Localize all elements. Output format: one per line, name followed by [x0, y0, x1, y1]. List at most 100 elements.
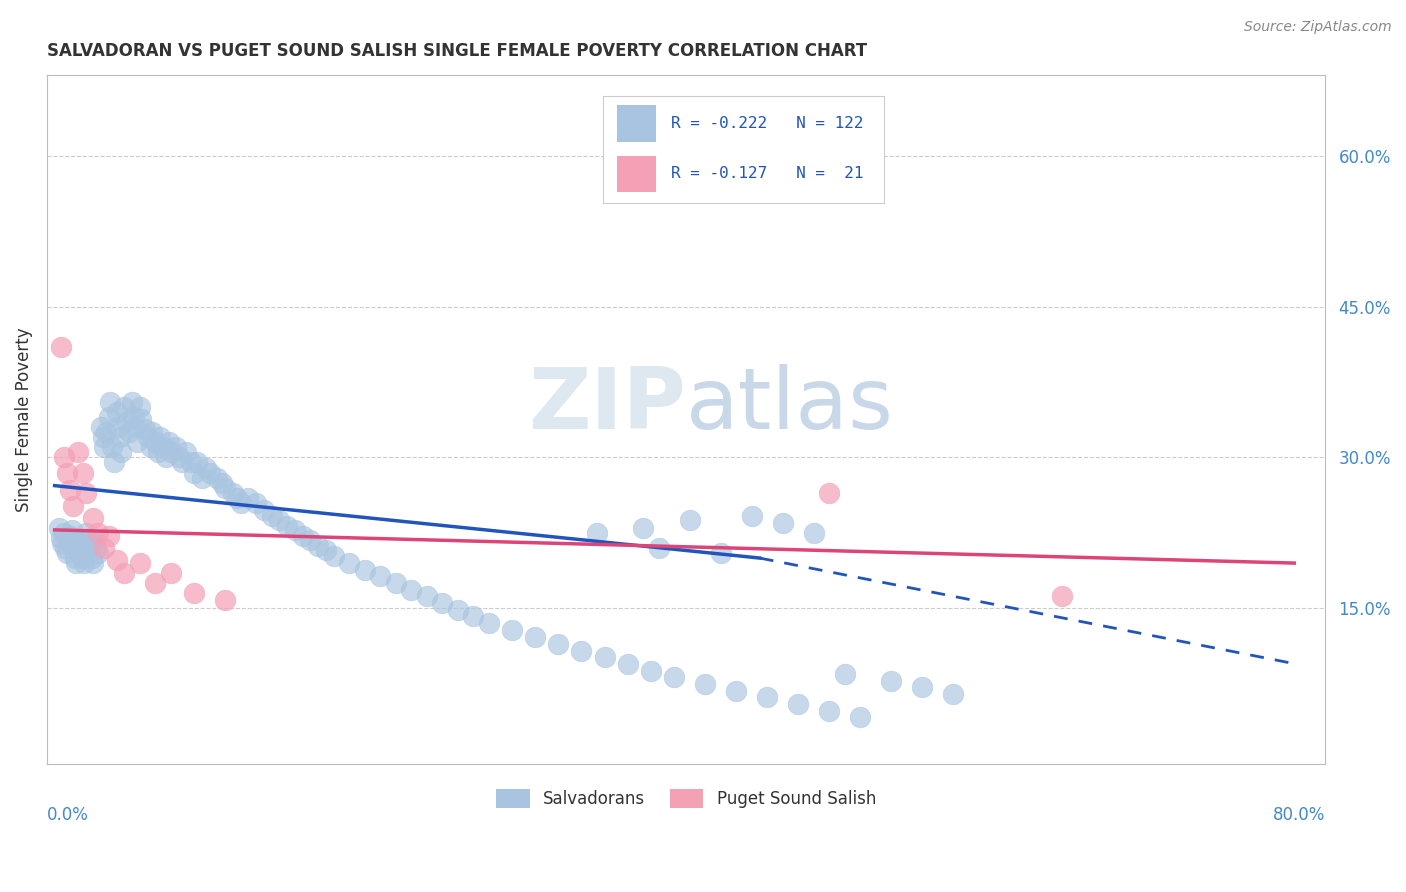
Point [547, 636, 569, 650]
Point [160, 566, 183, 581]
Point [787, 697, 810, 711]
Point [149, 430, 172, 444]
Text: 80.0%: 80.0% [1272, 805, 1326, 823]
Point [214, 481, 236, 495]
Point [353, 563, 375, 577]
Point [49, 340, 72, 354]
Point [80, 551, 103, 566]
Point [430, 596, 453, 610]
Point [276, 519, 298, 533]
Point [55, 541, 77, 555]
Point [79, 531, 101, 545]
Point [238, 491, 260, 505]
Point [141, 425, 163, 440]
Point [198, 466, 221, 480]
Point [66, 541, 89, 555]
Point [399, 583, 422, 598]
Point [160, 445, 183, 459]
Point [415, 589, 437, 603]
Y-axis label: Single Female Poverty: Single Female Poverty [15, 327, 32, 512]
Point [63, 551, 86, 566]
Point [94, 425, 117, 440]
Text: SALVADORAN VS PUGET SOUND SALISH SINGLE FEMALE POVERTY CORRELATION CHART: SALVADORAN VS PUGET SOUND SALISH SINGLE … [46, 42, 868, 60]
Point [105, 405, 128, 419]
Point [87, 525, 110, 540]
Point [100, 395, 122, 409]
Point [337, 556, 360, 570]
Point [640, 664, 662, 678]
Point [818, 704, 841, 718]
Point [617, 657, 640, 671]
Point [52, 450, 75, 465]
Point [191, 470, 214, 484]
Point [368, 569, 391, 583]
Point [62, 499, 84, 513]
Point [122, 410, 145, 425]
Point [633, 521, 655, 535]
Point [118, 425, 141, 440]
Text: atlas: atlas [686, 365, 894, 448]
Point [58, 533, 80, 547]
Point [143, 576, 166, 591]
Text: ZIP: ZIP [529, 365, 686, 448]
Point [110, 445, 132, 459]
Point [170, 455, 193, 469]
Point [87, 546, 110, 560]
Point [82, 511, 104, 525]
Point [803, 525, 825, 540]
Point [56, 466, 79, 480]
Point [148, 445, 170, 459]
Point [849, 710, 872, 724]
Point [291, 529, 314, 543]
Point [97, 410, 120, 425]
Point [269, 513, 291, 527]
Point [461, 609, 484, 624]
Point [593, 649, 616, 664]
Point [207, 470, 229, 484]
Point [695, 677, 717, 691]
Point [49, 531, 72, 545]
Point [84, 533, 107, 547]
Point [157, 435, 180, 450]
Point [125, 435, 148, 450]
Point [229, 496, 252, 510]
Point [586, 525, 609, 540]
Point [501, 624, 523, 638]
Point [93, 541, 115, 555]
Point [108, 430, 131, 444]
Point [48, 521, 70, 535]
Point [226, 491, 249, 505]
Point [772, 516, 794, 530]
Point [195, 460, 218, 475]
Text: Source: ZipAtlas.com: Source: ZipAtlas.com [1244, 20, 1392, 34]
Point [756, 690, 779, 704]
Point [75, 485, 97, 500]
Point [143, 435, 166, 450]
Point [77, 541, 100, 555]
Point [97, 529, 120, 543]
Point [67, 546, 90, 560]
Point [93, 441, 115, 455]
Point [128, 556, 150, 570]
Point [65, 556, 87, 570]
Point [211, 475, 233, 490]
Point [664, 670, 686, 684]
Point [112, 400, 135, 414]
Point [245, 496, 267, 510]
Point [107, 420, 129, 434]
Point [183, 586, 205, 600]
Point [60, 523, 83, 537]
Point [446, 603, 468, 617]
Point [617, 174, 640, 188]
Point [679, 513, 702, 527]
Point [101, 441, 124, 455]
Point [51, 536, 73, 550]
Point [384, 576, 406, 591]
Point [186, 455, 208, 469]
Point [307, 539, 329, 553]
Point [124, 420, 146, 434]
Point [73, 556, 96, 570]
Point [299, 533, 322, 547]
Point [139, 441, 162, 455]
Point [134, 422, 156, 436]
